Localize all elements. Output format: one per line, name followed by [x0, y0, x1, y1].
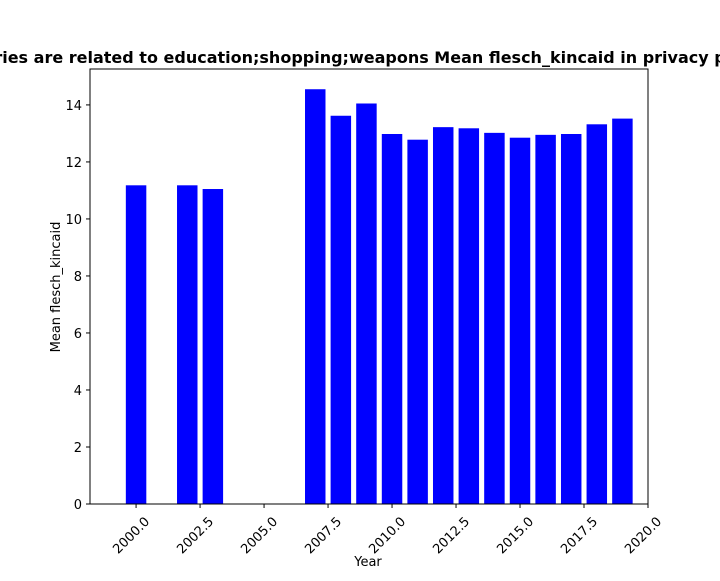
- x-tick-label: 2000.0: [110, 514, 153, 557]
- bar-2009: [356, 103, 377, 505]
- bar-2007: [305, 89, 326, 504]
- bar-2018: [586, 124, 608, 504]
- y-tick-label: 8: [74, 270, 82, 285]
- x-tick-label: 2020.0: [622, 514, 665, 557]
- y-axis-label: Mean flesch_kincaid: [49, 222, 64, 353]
- bar-2003: [202, 189, 224, 504]
- bar-2010: [381, 133, 403, 504]
- bar-2013: [458, 128, 480, 504]
- bars-group: [125, 89, 633, 505]
- x-tick-label: 2007.5: [302, 514, 345, 557]
- y-axis: 0 2 4 6 8 10 12 14: [65, 99, 90, 513]
- bar-2017: [560, 133, 582, 504]
- bar-2019: [612, 118, 633, 504]
- bar-2002: [177, 185, 198, 504]
- x-tick-label: 2002.5: [174, 514, 217, 557]
- bar-2016: [535, 134, 556, 504]
- bar-2012: [432, 127, 454, 504]
- x-tick-label: 2017.5: [558, 514, 601, 557]
- x-tick-label: 2012.5: [430, 514, 473, 557]
- bar-2000: [125, 185, 147, 504]
- x-tick-label: 2010.0: [366, 514, 409, 557]
- bar-2011: [407, 139, 428, 504]
- x-tick-label: 2005.0: [238, 514, 281, 557]
- y-tick-label: 14: [65, 99, 82, 114]
- bar-2008: [330, 115, 352, 505]
- y-tick-label: 10: [65, 213, 82, 228]
- chart-title: ries are related to education;shopping;w…: [0, 48, 720, 67]
- x-axis-label: Year: [353, 555, 382, 570]
- y-tick-label: 6: [74, 327, 82, 342]
- y-tick-label: 12: [65, 156, 82, 171]
- bar-2015: [509, 137, 531, 504]
- plot-frame: [89, 68, 649, 505]
- y-tick-label: 2: [74, 441, 82, 456]
- bar-2014: [484, 132, 505, 504]
- x-tick-label: 2015.0: [494, 514, 537, 557]
- y-tick-label: 4: [74, 384, 82, 399]
- x-axis: 2000.0 2002.5 2005.0 2007.5 2010.0 2012.5 2015…: [110, 504, 665, 557]
- y-tick-label: 0: [74, 498, 82, 513]
